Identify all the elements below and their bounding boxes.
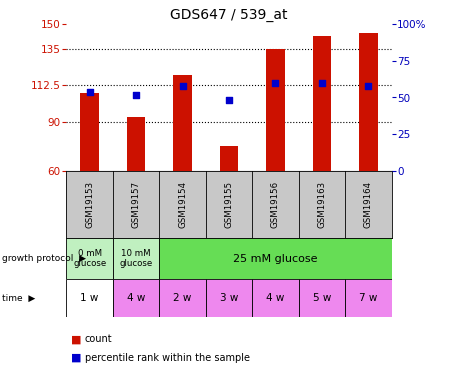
Point <box>365 83 372 89</box>
Bar <box>206 279 252 317</box>
Text: 25 mM glucose: 25 mM glucose <box>233 254 318 264</box>
Bar <box>113 238 159 279</box>
Title: GDS647 / 539_at: GDS647 / 539_at <box>170 8 288 22</box>
Text: 2 w: 2 w <box>174 293 192 303</box>
Text: 4 w: 4 w <box>127 293 145 303</box>
Bar <box>359 33 378 171</box>
Bar <box>159 238 392 279</box>
Text: 3 w: 3 w <box>220 293 238 303</box>
Text: 4 w: 4 w <box>266 293 284 303</box>
Bar <box>266 49 285 171</box>
Bar <box>66 279 113 317</box>
Text: GSM19155: GSM19155 <box>224 181 234 228</box>
Text: percentile rank within the sample: percentile rank within the sample <box>85 353 250 363</box>
Bar <box>252 279 299 317</box>
Text: 7 w: 7 w <box>359 293 377 303</box>
Text: GSM19157: GSM19157 <box>131 181 141 228</box>
Bar <box>159 279 206 317</box>
Text: 10 mM
glucose: 10 mM glucose <box>120 249 153 268</box>
Point <box>225 98 233 104</box>
Text: GSM19163: GSM19163 <box>317 181 327 228</box>
Text: GSM19153: GSM19153 <box>85 181 94 228</box>
Bar <box>127 117 145 171</box>
Text: time  ▶: time ▶ <box>2 294 36 303</box>
Bar <box>345 279 392 317</box>
Point <box>272 80 279 86</box>
Text: GSM19154: GSM19154 <box>178 181 187 228</box>
Text: ■: ■ <box>71 353 82 363</box>
Text: 5 w: 5 w <box>313 293 331 303</box>
Bar <box>173 75 192 171</box>
Bar <box>299 279 345 317</box>
Bar <box>113 279 159 317</box>
Point <box>132 92 140 98</box>
Bar <box>80 93 99 171</box>
Text: 1 w: 1 w <box>81 293 99 303</box>
Text: ■: ■ <box>71 334 82 344</box>
Text: GSM19156: GSM19156 <box>271 181 280 228</box>
Text: 0 mM
glucose: 0 mM glucose <box>73 249 106 268</box>
Point <box>86 88 93 94</box>
Bar <box>220 146 238 171</box>
Point <box>318 80 326 86</box>
Text: count: count <box>85 334 112 344</box>
Text: GSM19164: GSM19164 <box>364 181 373 228</box>
Text: growth protocol  ▶: growth protocol ▶ <box>2 254 86 263</box>
Bar <box>313 36 331 171</box>
Point <box>179 83 186 89</box>
Bar <box>66 238 113 279</box>
